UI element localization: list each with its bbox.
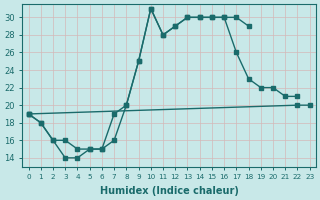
X-axis label: Humidex (Indice chaleur): Humidex (Indice chaleur)	[100, 186, 239, 196]
